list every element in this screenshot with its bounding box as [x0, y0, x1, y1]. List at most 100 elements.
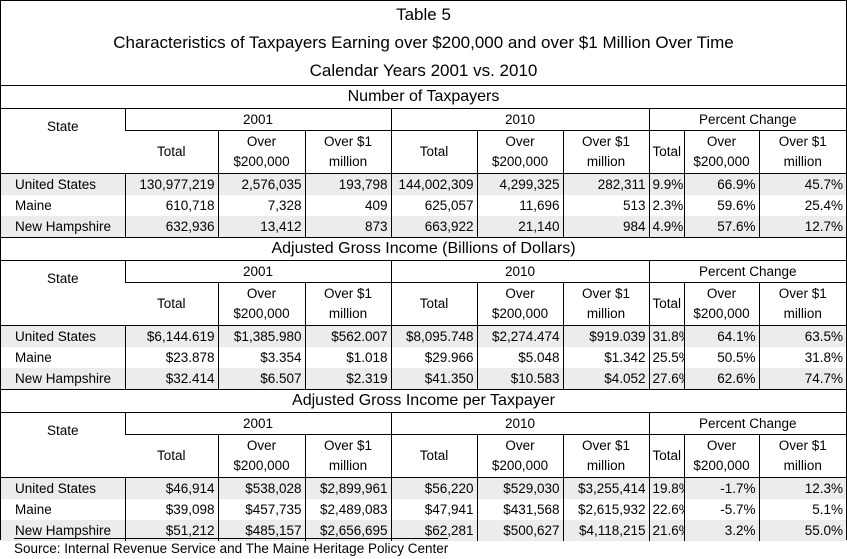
value-cell: 66.9% — [683, 173, 760, 195]
value-cell: 55.0% — [758, 520, 847, 541]
value-cell: $529,030 — [476, 477, 564, 499]
year-header-2010: 2010 — [390, 260, 650, 283]
table-row: New Hampshire 632,936 13,412 873 663,922 21,1… — [1, 216, 847, 237]
section-title: Adjusted Gross Income per Taxpayer — [1, 389, 846, 412]
section-table: State 2001 2010 Percent Change Total Over $200… — [1, 260, 847, 389]
over-200k-header: Over $200,000 — [217, 434, 305, 478]
value-cell: 59.6% — [683, 195, 760, 216]
value-cell: $23.878 — [124, 347, 218, 368]
value-cell: $919.039 — [562, 325, 650, 347]
total-header: Total — [648, 282, 685, 326]
over-200k-header-line1: Over — [505, 438, 535, 453]
value-cell: 25.5% — [648, 347, 685, 368]
value-cell: $1.342 — [562, 347, 650, 368]
table-row: New Hampshire $51,212 $485,157 $2,656,695 $6… — [1, 520, 847, 541]
table-row: Maine $39,098 $457,735 $2,489,083 $47,941 $43… — [1, 499, 847, 520]
value-cell: 12.7% — [758, 216, 847, 237]
over-1m-header: Over $1 million — [304, 434, 392, 478]
value-cell: 63.5% — [758, 325, 847, 347]
over-200k-header-line2: $200,000 — [491, 154, 549, 169]
value-cell: $562.007 — [304, 325, 392, 347]
over-1m-header-line1: Over $1 — [323, 438, 373, 453]
table-row: United States $6,144.619 $1,385.980 $562.00… — [1, 325, 847, 347]
value-cell: $56,220 — [390, 477, 478, 499]
over-1m-header: Over $1 million — [304, 282, 392, 326]
value-cell: -1.7% — [683, 477, 760, 499]
over-1m-header-line2: million — [586, 154, 626, 169]
value-cell: $41.350 — [390, 368, 478, 389]
value-cell: 4,299,325 — [476, 173, 564, 195]
over-1m-header: Over $1 million — [758, 130, 847, 174]
percent-change-header: Percent Change — [648, 108, 847, 131]
over-200k-header: Over $200,000 — [683, 282, 760, 326]
over-200k-header-line1: Over — [706, 286, 737, 301]
over-200k-header: Over $200,000 — [476, 434, 564, 478]
year-header-2001: 2001 — [124, 260, 392, 283]
value-cell: $62,281 — [390, 520, 478, 541]
value-cell: 3.2% — [683, 520, 760, 541]
state-name: United States — [1, 173, 125, 195]
percent-change-header: Percent Change — [648, 260, 847, 283]
total-header: Total — [125, 434, 218, 478]
source-note: Source: Internal Revenue Service and The… — [14, 538, 449, 559]
over-200k-header-line2: $200,000 — [233, 306, 290, 321]
value-cell: $457,735 — [217, 499, 305, 520]
section-title: Number of Taxpayers — [1, 85, 846, 108]
over-200k-header-line1: Over — [706, 134, 737, 149]
value-cell: 31.8% — [648, 325, 685, 347]
value-cell: $29.966 — [390, 347, 478, 368]
value-cell: $39,098 — [124, 499, 218, 520]
state-name: Maine — [15, 502, 52, 517]
value-cell: 409 — [304, 195, 392, 216]
over-1m-header-line2: million — [783, 154, 822, 169]
state-name: United States — [1, 325, 125, 347]
section-title: Adjusted Gross Income (Billions of Dolla… — [1, 237, 846, 260]
value-cell: 130,977,219 — [124, 173, 218, 195]
over-1m-header-line2: million — [586, 458, 626, 473]
value-cell: 4.9% — [648, 216, 685, 237]
total-header: Total — [125, 130, 218, 174]
year-header-2010: 2010 — [390, 412, 650, 435]
over-1m-header: Over $1 million — [304, 130, 392, 174]
value-cell: $5.048 — [476, 347, 564, 368]
over-200k-header: Over $200,000 — [476, 130, 564, 174]
table-row: Maine $23.878 $3.354 $1.018 $29.966 $5.048 $1.… — [1, 347, 847, 368]
value-cell: 25.4% — [758, 195, 847, 216]
value-cell: 193,798 — [304, 173, 392, 195]
value-cell: 13,412 — [217, 216, 305, 237]
value-cell: -5.7% — [683, 499, 760, 520]
value-cell: $500,627 — [476, 520, 564, 541]
value-cell: 21,140 — [476, 216, 564, 237]
over-1m-header-line1: Over $1 — [323, 286, 373, 301]
value-cell: 12.3% — [758, 477, 847, 499]
total-header: Total — [648, 130, 685, 174]
value-cell: 19.8% — [648, 477, 685, 499]
value-cell: 9.9% — [648, 173, 685, 195]
table-number: Table 5 — [396, 5, 451, 24]
value-cell: $2,656,695 — [304, 520, 392, 541]
over-200k-header: Over $200,000 — [476, 282, 564, 326]
over-1m-header-line1: Over $1 — [778, 134, 827, 149]
over-200k-header-line1: Over — [706, 438, 737, 453]
value-cell: $46,914 — [124, 477, 218, 499]
over-200k-header-line1: Over — [505, 134, 535, 149]
value-cell: 11,696 — [476, 195, 564, 216]
table-row: United States $46,914 $538,028 $2,899,961 $5… — [1, 477, 847, 499]
value-cell: 144,002,309 — [390, 173, 478, 195]
over-200k-header: Over $200,000 — [217, 282, 305, 326]
state-header: State — [1, 412, 125, 478]
sections-container: Number of Taxpayers State 2001 2010 Percent … — [1, 85, 847, 541]
value-cell: 45.7% — [758, 173, 847, 195]
over-200k-header: Over $200,000 — [683, 130, 760, 174]
over-200k-header-line2: $200,000 — [491, 458, 549, 473]
value-cell: $4.052 — [562, 368, 650, 389]
value-cell: 57.6% — [683, 216, 760, 237]
table-row: Maine 610,718 7,328 409 625,057 11,696 513 2.3%… — [1, 195, 847, 216]
over-1m-header-line1: Over $1 — [323, 134, 373, 149]
over-200k-header-line2: $200,000 — [233, 154, 290, 169]
value-cell: $32.414 — [124, 368, 218, 389]
value-cell: 50.5% — [683, 347, 760, 368]
over-1m-header: Over $1 million — [562, 130, 650, 174]
year-header-2001: 2001 — [124, 108, 392, 131]
state-name: United States — [1, 477, 125, 499]
